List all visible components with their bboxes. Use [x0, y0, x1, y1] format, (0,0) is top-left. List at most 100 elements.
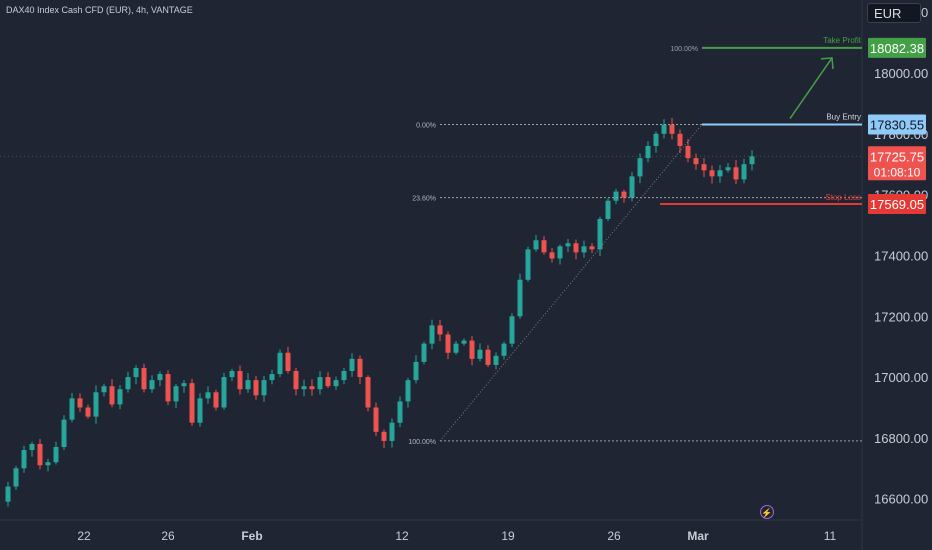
candle-body [21, 450, 27, 469]
candle-body [365, 377, 371, 408]
candle-body [661, 124, 667, 134]
take-profit-price-label: 18082.38 [870, 41, 924, 56]
candle-body [557, 246, 563, 259]
candle-body [733, 167, 739, 180]
stop-loss-price-label: 17569.05 [870, 197, 924, 212]
candle-body [429, 325, 435, 344]
candle-body [5, 486, 11, 502]
candle-body [149, 380, 155, 390]
candle-body [189, 383, 195, 423]
candle-body [85, 407, 91, 417]
candle-body [685, 145, 691, 159]
arrow-head-icon [820, 57, 834, 69]
candle-body [373, 407, 379, 432]
candle-body [741, 164, 747, 180]
candle-body [405, 380, 411, 402]
candle-body [125, 377, 131, 390]
current-price-label: 17725.75 [870, 149, 924, 164]
x-tick-label: 12 [395, 529, 409, 543]
flash-icon[interactable]: ⚡ [760, 505, 774, 519]
candle-body [549, 252, 555, 259]
candle-body [349, 358, 355, 371]
x-tick-label: 11 [824, 529, 837, 543]
x-tick-label: 26 [607, 529, 621, 543]
candle-body [413, 361, 419, 381]
candle-body [109, 386, 115, 405]
fibonacci-trend-line [439, 124, 703, 442]
candle-body [629, 176, 635, 198]
candle-body [717, 170, 723, 177]
candle-body [93, 392, 99, 417]
candle-body [589, 246, 595, 250]
candle-body [197, 398, 203, 423]
y-tick-label: 17200.00 [874, 309, 928, 324]
take-profit-price-label-bg [868, 37, 926, 58]
candle-body [261, 380, 267, 396]
candle-body [117, 389, 123, 405]
candle-body [677, 133, 683, 146]
candle-body [581, 246, 587, 253]
take-profit-annotation: Take Profit [823, 36, 862, 45]
candle-body [77, 398, 83, 408]
candle-body [309, 386, 315, 390]
countdown-label: 01:08:10 [874, 165, 921, 179]
candle-body [621, 191, 627, 198]
y-tick-label: 16600.00 [874, 492, 928, 507]
current-price-bg [868, 146, 926, 181]
x-tick-label: 19 [501, 529, 515, 543]
candle-body [45, 462, 51, 466]
candle-body [69, 398, 75, 420]
candle-body [453, 343, 459, 353]
y-tick-label: 17000.00 [874, 370, 928, 385]
candle-body [381, 431, 387, 441]
candle-body [277, 352, 283, 375]
candle-body [293, 370, 299, 390]
candle-body [525, 249, 531, 280]
candle-body [533, 240, 539, 250]
candle-body [301, 386, 307, 390]
candle-body [597, 218, 603, 250]
candle-body [749, 156, 755, 165]
candle-body [229, 370, 235, 378]
y-tick-label: 16800.00 [874, 431, 928, 446]
candle-body [645, 145, 651, 159]
candle-body [501, 343, 507, 356]
candle-body [573, 243, 579, 253]
candle-body [509, 316, 515, 344]
candle-body [397, 401, 403, 423]
candle-body [541, 240, 547, 253]
candle-body [445, 334, 451, 353]
currency-button[interactable]: EUR [867, 3, 921, 23]
candle-body [709, 170, 715, 177]
candle-body [101, 386, 107, 393]
y-tick-label: 17400.00 [874, 248, 928, 263]
x-tick-label: 26 [161, 529, 175, 543]
candle-body [285, 352, 291, 371]
candle-body [181, 383, 187, 387]
candle-body [325, 377, 331, 387]
candle-body [165, 374, 171, 402]
candle-body [469, 340, 475, 359]
candle-body [357, 358, 363, 378]
candle-body [245, 380, 251, 390]
buy-entry-price-label: 17830.55 [870, 118, 924, 133]
candle-body [221, 377, 227, 408]
fibonacci-level-label: 100.00% [670, 46, 698, 53]
x-tick-label: Feb [241, 529, 262, 543]
candle-body [53, 447, 59, 463]
candle-body [565, 243, 571, 247]
stop-loss-annotation: Stop Loss [825, 193, 861, 202]
candle-body [389, 422, 395, 441]
candle-body [493, 355, 499, 365]
candle-body [725, 167, 731, 171]
candle-body [157, 374, 163, 381]
candle-body [253, 380, 259, 396]
y-tick-label: 18000.00 [874, 66, 928, 81]
candle-body [205, 392, 211, 399]
chart-title: DAX40 Index Cash CFD (EUR), 4h, VANTAGE [6, 5, 193, 15]
candle-body [173, 386, 179, 402]
candle-body [13, 468, 19, 487]
candle-body [605, 200, 611, 219]
